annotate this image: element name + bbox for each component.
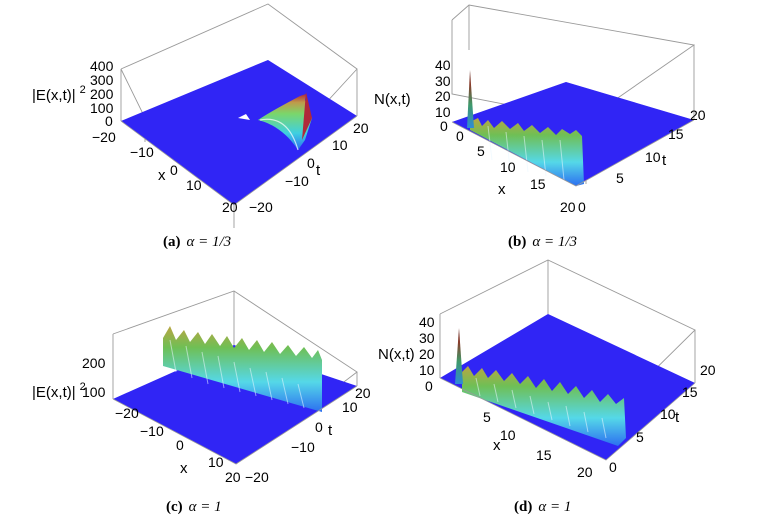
panel-d-spike — [455, 328, 463, 384]
panel-b-spike — [467, 70, 474, 128]
panel-b-xt-4: 20 — [560, 199, 576, 215]
panel-c-xt-2: 0 — [176, 437, 184, 453]
panel-c-yt-0: −20 — [245, 469, 269, 485]
panel-a-xlabel: x — [158, 167, 166, 184]
panel-a-zt-1: 100 — [90, 100, 114, 116]
panel-b-zt-3: 30 — [435, 73, 451, 89]
panel-b-zt-0: 0 — [440, 118, 448, 134]
panel-b-yt-3: 15 — [668, 126, 684, 142]
panel-c-yt-3: 10 — [342, 399, 358, 415]
panel-c-xt-3: 10 — [208, 454, 224, 470]
panel-a-floor-light — [121, 60, 357, 205]
panel-b-xt-1: 5 — [477, 143, 485, 159]
panel-d-xlabel: x — [493, 437, 501, 454]
panel-c-yt-2: 0 — [315, 419, 323, 435]
panel-c-yt-4: 20 — [355, 385, 371, 401]
panel-d-yt-4: 20 — [700, 362, 716, 378]
panel-a-yt-2: 0 — [307, 155, 315, 171]
panel-d-ylabel: t — [675, 409, 680, 426]
panel-b-zlabel: N(x,t) — [374, 91, 411, 108]
panel-a: 400 300 200 100 0 |E(x,t)| 2 −20 −10 0 10… — [32, 3, 369, 250]
panel-c: 200 100 |E(x,t)| 2 −20 −10 0 10 20 x −20 … — [32, 290, 371, 515]
panel-a-xt-4: 20 — [222, 199, 238, 215]
panel-d-yt-0: 0 — [609, 459, 617, 475]
panel-a-zlabel: |E(x,t)| 2 — [32, 84, 86, 104]
panel-a-ylabel: t — [316, 162, 321, 179]
panel-b-xt-0: 0 — [456, 128, 464, 144]
panel-c-yt-1: −10 — [291, 439, 315, 455]
panel-d-zt-3: 30 — [419, 330, 435, 346]
panel-d-yt-3: 15 — [682, 384, 698, 400]
panel-c-xt-4: 20 — [225, 469, 241, 485]
panel-b-xlabel: x — [498, 181, 506, 198]
panel-b-yt-2: 10 — [645, 149, 661, 165]
panel-d-zlabel: N(x,t) — [378, 346, 415, 363]
panel-c-caption: (c) α = 1 — [166, 499, 222, 515]
panel-d-zt-2: 20 — [419, 346, 435, 362]
panel-a-zt-0: 0 — [105, 113, 113, 129]
panel-a-yt-3: 10 — [332, 137, 348, 153]
panel-c-ylabel: t — [328, 422, 333, 439]
panel-d-xt-3: 20 — [577, 464, 593, 480]
panel-d-wall — [462, 366, 626, 446]
panel-d-yt-2: 10 — [660, 406, 676, 422]
panel-a-yt-0: −20 — [249, 199, 273, 215]
panel-a-zt-3: 300 — [90, 72, 114, 88]
panel-b-zt-4: 40 — [435, 57, 451, 73]
panel-d-xt-2: 15 — [536, 447, 552, 463]
panel-b-wall — [470, 118, 584, 186]
panel-b-xt-3: 15 — [530, 176, 546, 192]
panel-b-xt-2: 10 — [500, 159, 516, 175]
panel-a-zt-2: 200 — [90, 86, 114, 102]
panel-a-caption: (a) α = 1/3 — [163, 234, 231, 250]
panel-d-zt-0: 0 — [425, 378, 433, 394]
panel-b: 40 30 20 10 0 N(x,t) 0 5 10 15 20 x 0 5 … — [374, 4, 706, 250]
panel-c-xlabel: x — [180, 460, 188, 477]
panel-a-xt-3: 10 — [186, 177, 202, 193]
panel-b-zt-1: 10 — [435, 104, 451, 120]
panel-a-yt-1: −10 — [285, 173, 309, 189]
panel-b-yt-4: 20 — [690, 107, 706, 123]
panel-b-zt-2: 20 — [435, 88, 451, 104]
panel-c-xt-0: −20 — [115, 405, 139, 421]
panel-a-xt-2: 0 — [170, 162, 178, 178]
panel-d-caption: (d) α = 1 — [514, 499, 571, 515]
panel-d-yt-1: 5 — [636, 429, 644, 445]
panel-c-zt-0: 100 — [82, 384, 106, 400]
panel-d-xt-0: 5 — [483, 409, 491, 425]
panel-b-yt-1: 5 — [616, 170, 624, 186]
panel-d-floor — [440, 314, 695, 460]
panel-b-ylabel: t — [662, 152, 667, 169]
panel-d-xt-1: 10 — [500, 427, 516, 443]
panel-a-floor — [121, 60, 357, 205]
panel-d-zt-1: 10 — [419, 362, 435, 378]
panel-d-zt-4: 40 — [419, 314, 435, 330]
panel-c-wall — [163, 326, 322, 412]
panel-c-xt-1: −10 — [140, 423, 164, 439]
panel-a-xt-0: −20 — [92, 129, 116, 145]
panel-b-caption: (b) α = 1/3 — [508, 234, 577, 250]
panel-d: 40 30 20 10 0 N(x,t) 5 10 15 20 x 0 5 10… — [378, 259, 716, 515]
panel-a-ridge — [238, 92, 312, 151]
panel-a-xt-1: −10 — [130, 144, 154, 160]
panel-b-yt-0: 0 — [578, 199, 586, 215]
panel-a-zt-4: 400 — [90, 58, 114, 74]
panel-c-zt-1: 200 — [82, 355, 106, 371]
panel-a-yt-4: 20 — [353, 120, 369, 136]
panel-c-zlabel: |E(x,t)| 2 — [32, 381, 86, 401]
